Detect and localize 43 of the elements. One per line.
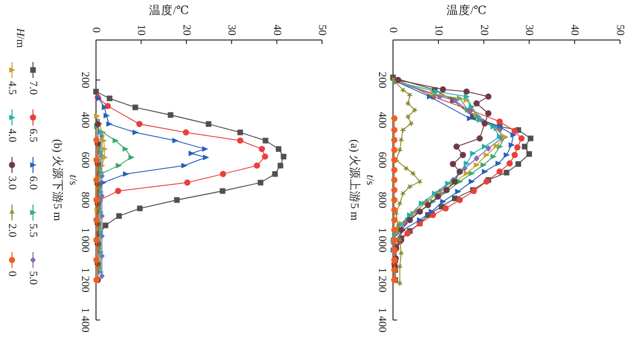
y-tick-label: 200: [376, 72, 388, 89]
legend-label: 7.0: [27, 81, 39, 96]
x-tick-label: 0: [387, 27, 399, 34]
legend-label: 4.5: [6, 81, 18, 96]
x-tick-label: 10: [432, 24, 444, 36]
y-tick-label: 200: [79, 72, 91, 89]
text: (a) 火源上游5 m: [348, 139, 361, 221]
legend-label: 6.5: [27, 128, 39, 143]
legend-title: H/m: [14, 27, 26, 48]
y-tick-label: 800: [79, 192, 91, 209]
y-tick-label: 600: [79, 152, 91, 169]
legend-label: 5.0: [27, 271, 39, 286]
x-tick-label: 30: [523, 24, 536, 36]
legend-label: 5.5: [27, 224, 39, 238]
y-tick-label: 800: [376, 192, 388, 209]
y-tick-label: 1 200: [79, 268, 91, 293]
y-tick-label: 1 000: [376, 228, 388, 253]
y-tick-label: 1 000: [79, 228, 91, 253]
legend-label: 2.0: [6, 224, 18, 238]
x-tick-label: 30: [226, 24, 238, 36]
x-tick-label: 50: [316, 24, 328, 36]
x-axis-title: 温度/℃: [148, 3, 190, 17]
y-tick-label: 1 400: [376, 308, 388, 333]
x-tick-label: 0: [90, 27, 102, 34]
legend-label: 3.0: [6, 176, 18, 190]
x-tick-label: 50: [614, 24, 626, 36]
y-tick-label: 1 200: [376, 268, 388, 293]
legend-label: 0: [6, 271, 18, 277]
x-tick-label: 40: [270, 24, 283, 36]
y-tick-label: 600: [376, 152, 388, 169]
x-tick-label: 20: [180, 24, 192, 36]
x-tick-label: 10: [135, 24, 148, 36]
y-tick-label: 400: [79, 112, 91, 129]
y-axis-title: t/s: [67, 174, 79, 186]
text: (b) 火源下游5 m: [51, 139, 64, 221]
y-tick-label: 1 400: [79, 308, 91, 333]
x-axis-title: 温度/℃: [446, 3, 487, 17]
legend-label: 6.0: [27, 176, 39, 190]
x-tick-label: 20: [478, 24, 490, 36]
x-tick-label: 40: [568, 24, 581, 36]
y-tick-label: 400: [376, 112, 388, 129]
legend-label: 4.0: [6, 128, 18, 143]
y-axis-title: t/s: [364, 174, 376, 186]
